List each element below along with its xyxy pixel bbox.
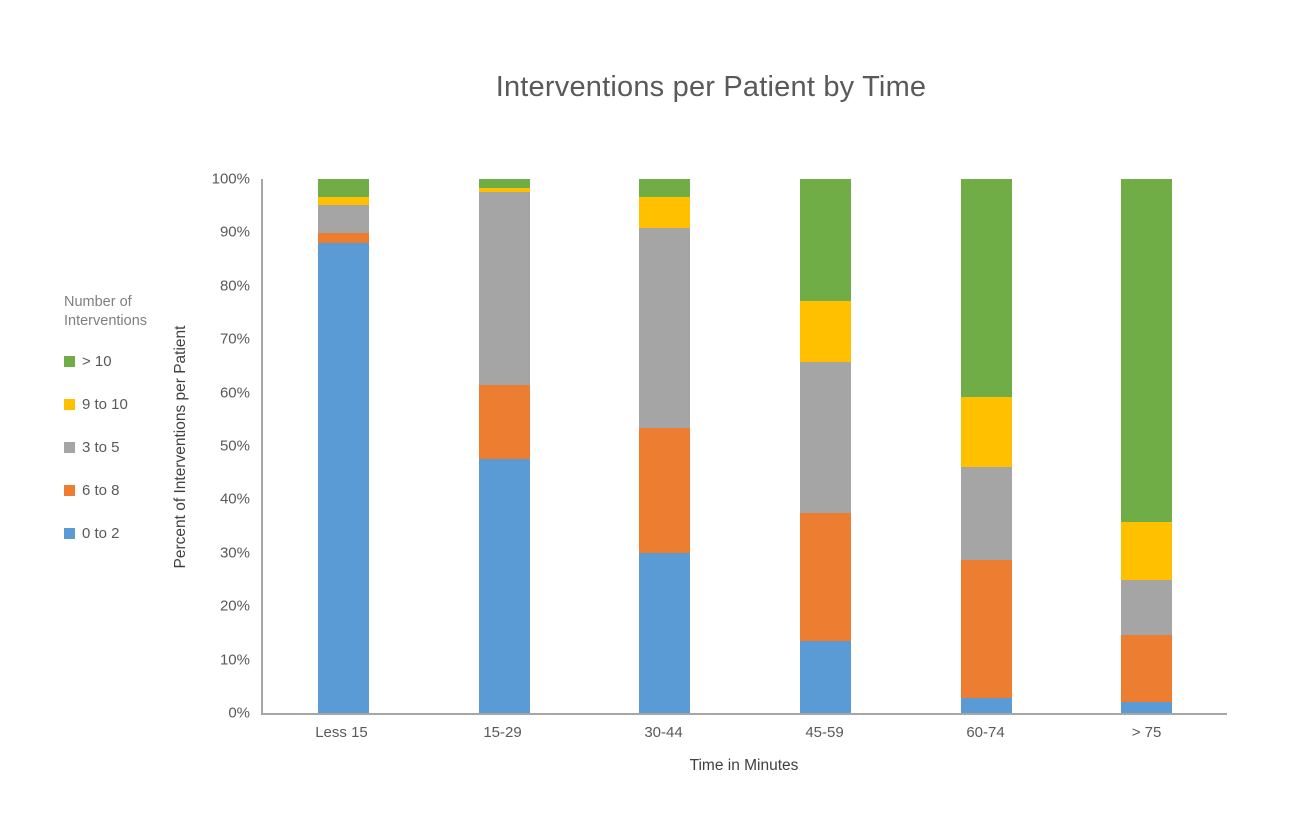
y-tick-label: 30%	[219, 544, 250, 562]
legend-item: > 10	[64, 340, 194, 383]
bar-segment	[960, 560, 1012, 698]
bar-segment	[478, 179, 530, 188]
bar-segment	[1121, 635, 1173, 703]
bar-segment	[1121, 179, 1173, 522]
bar-segment	[478, 458, 530, 713]
bar-segment	[799, 179, 851, 302]
bar-slot	[1066, 179, 1227, 713]
bar-segment	[478, 187, 530, 192]
legend-item-label: 6 to 8	[82, 482, 120, 499]
bar-segment	[478, 385, 530, 459]
x-tick-label: 60-74	[966, 724, 1005, 741]
bar-segment	[799, 513, 851, 642]
bar-segment	[799, 641, 851, 713]
bar-segment	[960, 179, 1012, 398]
bar-segment	[317, 232, 369, 244]
legend-item-label: 0 to 2	[82, 525, 120, 542]
legend-item-label: 3 to 5	[82, 439, 120, 456]
legend: Number of Interventions > 10 9 to 10 3 to …	[64, 293, 194, 555]
bar-segment	[639, 428, 691, 553]
legend-title: Number of Interventions	[64, 294, 148, 329]
y-tick-label: 100%	[211, 170, 250, 188]
legend-item: 6 to 8	[64, 469, 194, 512]
bar-segment	[317, 196, 369, 206]
bar-segment	[317, 205, 369, 233]
bar-slot	[584, 179, 745, 713]
x-tick-label: 30-44	[644, 724, 683, 741]
stacked-bar	[317, 179, 369, 713]
bars	[263, 179, 1227, 713]
legend-item: 3 to 5	[64, 426, 194, 469]
y-tick-label: 10%	[219, 651, 250, 669]
legend-swatch-icon	[64, 356, 75, 367]
bar-segment	[639, 197, 691, 228]
legend-swatch-icon	[64, 399, 75, 410]
y-tick-label: 70%	[219, 330, 250, 348]
y-tick-label: 40%	[219, 490, 250, 508]
legend-item-label: 9 to 10	[82, 396, 128, 413]
chart-title: Interventions per Patient by Time	[495, 71, 927, 103]
stacked-bar	[639, 179, 691, 713]
legend-items: > 10 9 to 10 3 to 5 6 to 8 0 to 2	[64, 340, 194, 555]
bar-segment	[1121, 579, 1173, 636]
bar-segment	[799, 301, 851, 362]
bar-segment	[1121, 702, 1173, 713]
bar-segment	[799, 361, 851, 514]
legend-swatch-icon	[64, 528, 75, 539]
bar-segment	[639, 552, 691, 713]
bar-slot	[906, 179, 1067, 713]
stacked-bar	[1121, 179, 1173, 713]
y-tick-label: 0%	[228, 704, 250, 722]
legend-swatch-icon	[64, 442, 75, 453]
bar-segment	[478, 191, 530, 386]
bar-segment	[317, 243, 369, 713]
x-tick-label: Less 15	[315, 724, 368, 741]
bar-segment	[960, 467, 1012, 561]
legend-item: 9 to 10	[64, 383, 194, 426]
y-tick-label: 90%	[219, 223, 250, 241]
y-tick-label: 80%	[219, 277, 250, 295]
bar-segment	[639, 179, 691, 198]
plot-area	[261, 179, 1227, 715]
x-axis-labels: Less 15 15-29 30-44 45-59 60-74 > 75	[261, 724, 1227, 741]
bar-slot	[424, 179, 585, 713]
legend-swatch-icon	[64, 485, 75, 496]
bar-segment	[960, 397, 1012, 468]
bar-slot	[745, 179, 906, 713]
bar-segment	[1121, 521, 1173, 580]
y-tick-label: 60%	[219, 384, 250, 402]
y-tick-label: 20%	[219, 597, 250, 615]
y-tick-label: 50%	[219, 437, 250, 455]
y-axis-ticks: 0% 10% 20% 30% 40% 50% 60% 70% 80% 90% 100%	[170, 171, 250, 722]
bar-slot	[263, 179, 424, 713]
bar-segment	[639, 227, 691, 429]
legend-item-label: > 10	[82, 353, 112, 370]
legend-item: 0 to 2	[64, 512, 194, 555]
stacked-bar	[799, 179, 851, 713]
stacked-bar	[478, 179, 530, 713]
bar-segment	[317, 179, 369, 197]
x-tick-label: 45-59	[805, 724, 844, 741]
x-tick-label: > 75	[1131, 724, 1162, 741]
bar-segment	[960, 697, 1012, 713]
x-axis-title: Time in Minutes	[689, 757, 799, 774]
stacked-bar	[960, 179, 1012, 713]
x-tick-label: 15-29	[483, 724, 522, 741]
